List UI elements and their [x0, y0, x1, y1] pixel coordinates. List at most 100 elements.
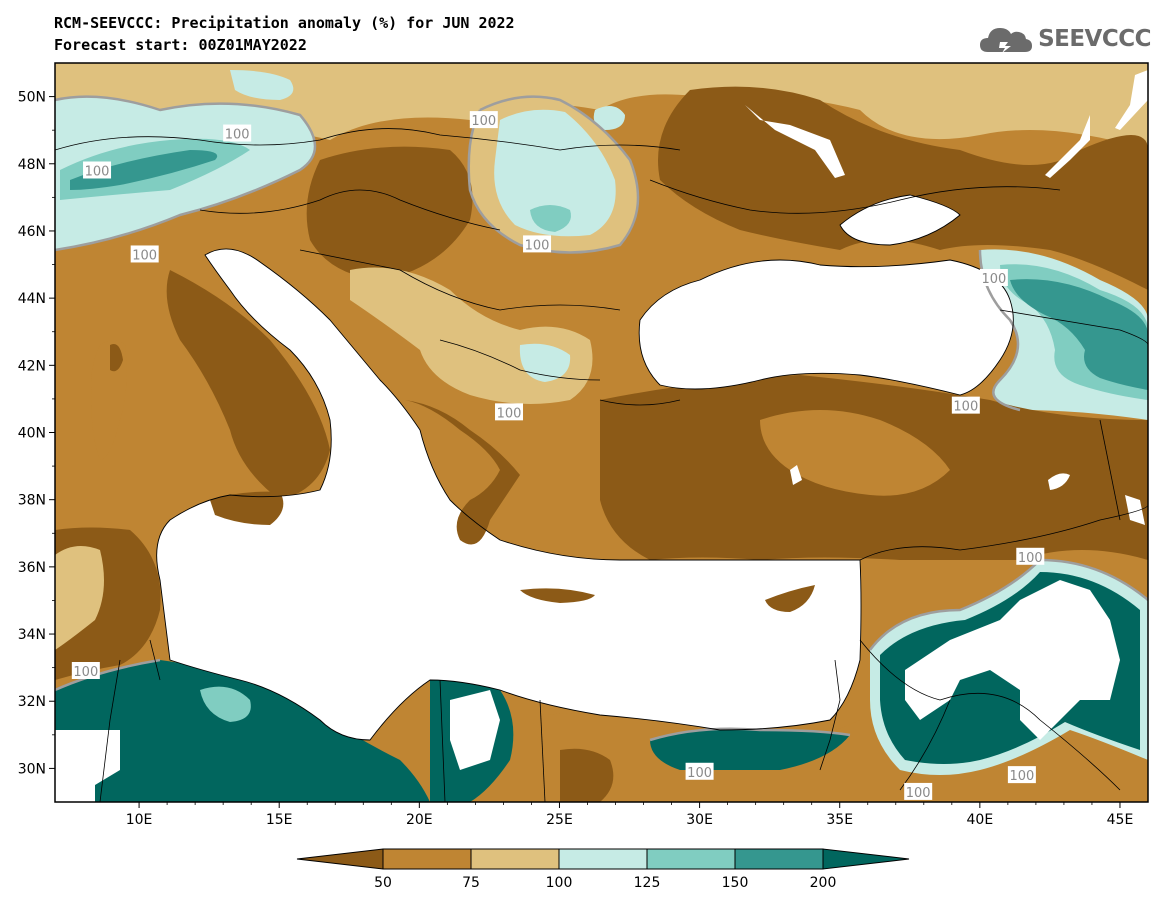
field-below-50-italy — [166, 270, 330, 500]
contour-label-bg — [495, 403, 524, 421]
country-borders — [54, 128, 1149, 803]
colorbar-extend-high — [822, 848, 910, 870]
x-tick-label: 30E — [686, 812, 713, 828]
x-tick-label: 20E — [406, 812, 433, 828]
lake-van — [1048, 473, 1070, 490]
contour-label: 100 — [525, 238, 550, 253]
colorbar-segment — [558, 848, 648, 870]
field-75-100-north — [55, 63, 1148, 170]
field-125-150-libya — [200, 686, 251, 722]
sicily — [210, 491, 284, 525]
coastlines — [156, 194, 1014, 741]
corsica-core — [110, 344, 123, 372]
field-125-150-carpathians — [530, 205, 571, 232]
x-tick-label: 25E — [546, 812, 573, 828]
black-sea — [639, 260, 1014, 395]
colorbar-label: 200 — [810, 875, 837, 891]
y-tick-label: 32N — [18, 694, 46, 710]
field-100-125-carpathians — [494, 109, 616, 237]
contour-label-bg — [71, 661, 100, 679]
logo-text: SEEVCCC — [1038, 26, 1151, 52]
contour-label-bg — [1016, 547, 1045, 565]
y-tick-label: 38N — [18, 493, 46, 509]
contour-label: 100 — [85, 164, 110, 179]
x-tick-label: 15E — [266, 812, 293, 828]
field-100-125-north — [230, 70, 294, 100]
field-50-75-anatolia — [760, 410, 950, 496]
corsica-sardinia — [91, 340, 127, 460]
contour-label: 100 — [1018, 551, 1043, 566]
contour-label: 100 — [73, 665, 98, 680]
field-missing-desert — [905, 580, 1120, 740]
contour-100-lines — [54, 95, 1149, 742]
field-100-125-balkans — [519, 343, 571, 382]
colorbar-segment — [382, 848, 472, 870]
lake-tuz — [790, 465, 802, 485]
y-tick-label: 48N — [18, 157, 46, 173]
colorbar-label: 150 — [722, 875, 749, 891]
x-tick-label: 10E — [126, 812, 153, 828]
x-tick-label: 35E — [826, 812, 853, 828]
field-75-100-algeria — [55, 546, 104, 650]
contour-label-bg — [469, 111, 498, 129]
field-above-200-egypt — [650, 728, 850, 770]
colorbar-segment — [470, 848, 560, 870]
contour-label: 100 — [906, 786, 931, 801]
y-axis: 30N 32N 34N 36N 38N 40N 42N 44N 46N 48N 50N — [18, 90, 55, 777]
contour-label-bg — [523, 235, 552, 253]
lake-urmia — [1125, 495, 1145, 525]
contour-label: 100 — [132, 248, 157, 263]
y-tick-label: 46N — [18, 224, 46, 240]
mediterranean-sea — [156, 248, 861, 740]
y-tick-label: 42N — [18, 358, 46, 374]
field-150-200-alps — [70, 150, 218, 190]
contour-label-bg — [130, 245, 159, 263]
colorbar-segment — [734, 848, 824, 870]
y-tick-label: 44N — [18, 291, 46, 307]
colorbar-segment — [646, 848, 736, 870]
colorbar: 50 75 100 125 150 200 — [296, 848, 910, 891]
water-mask — [91, 70, 1148, 740]
anomaly-field — [55, 63, 1148, 802]
contour-label-bg — [1007, 766, 1036, 784]
field-below-50-ukraine — [658, 86, 1148, 291]
contour-label-bg — [904, 782, 933, 800]
contour-label: 100 — [497, 406, 522, 421]
contour-label-bg — [979, 268, 1008, 286]
don-reservoir — [1045, 115, 1090, 178]
y-tick-label: 50N — [18, 90, 46, 106]
crimea-mask — [840, 195, 960, 245]
contour-label-bg — [951, 396, 980, 414]
seevccc-logo: SEEVCCC — [978, 22, 1151, 56]
forecast-start-subtitle: Forecast start: 00Z01MAY2022 — [54, 36, 307, 54]
map-title: RCM-SEEVCCC: Precipitation anomaly (%) f… — [54, 14, 515, 32]
x-tick-label: 40E — [967, 812, 994, 828]
cyprus — [765, 585, 815, 612]
field-below-50-egypt — [560, 748, 614, 802]
colorbar-extend-low — [296, 848, 384, 870]
y-tick-label: 34N — [18, 627, 46, 643]
contour-label: 100 — [687, 766, 712, 781]
contour-label: 100 — [471, 114, 496, 129]
contour-label: 100 — [225, 128, 250, 143]
contour-label: 100 — [953, 400, 978, 415]
contour-label-bg — [223, 124, 252, 142]
colorbar-label: 75 — [462, 875, 480, 891]
cloud-icon — [980, 28, 1033, 53]
field-100-125-poland — [593, 106, 625, 130]
y-tick-label: 36N — [18, 560, 46, 576]
colorbar-label: 100 — [546, 875, 573, 891]
contour-label: 100 — [981, 272, 1006, 287]
field-150-200-caucasus — [1010, 279, 1148, 390]
dnieper-reservoir — [745, 105, 845, 178]
colorbar-label: 125 — [634, 875, 661, 891]
contour-label: 100 — [1009, 769, 1034, 784]
x-tick-label: 45E — [1107, 812, 1134, 828]
crete — [520, 588, 595, 603]
contour-labels: 100 100 100 100 100 100 100 100 100 100 100 100 100 — [71, 111, 1045, 801]
field-below-50-pannonian — [306, 146, 473, 280]
field-missing-libya — [55, 730, 120, 802]
field-missing-cyrenaica — [450, 690, 500, 770]
colorbar-label: 50 — [374, 875, 392, 891]
